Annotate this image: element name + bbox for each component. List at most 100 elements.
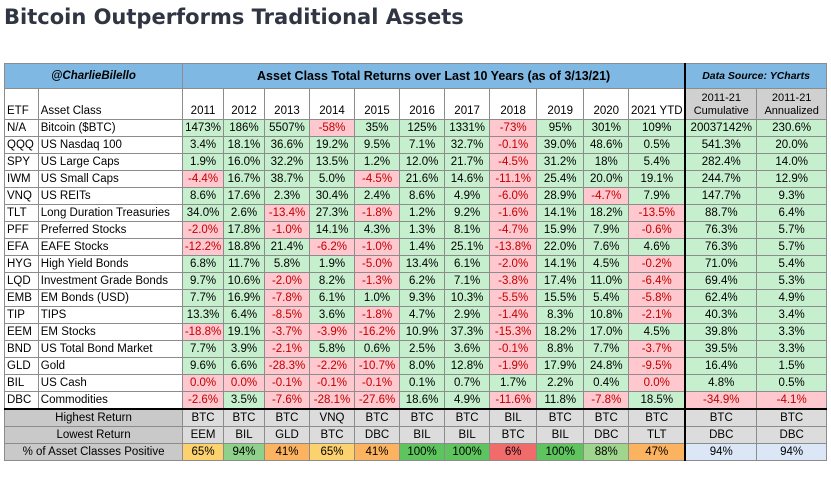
return-cell: 10.6% (223, 272, 265, 290)
return-cell: 3.9% (223, 340, 265, 358)
return-cell: 14.6% (444, 170, 491, 188)
return-cell: 2.4% (354, 187, 401, 205)
return-cell: 3.4% (182, 136, 225, 154)
return-cell: 125% (399, 119, 446, 137)
return-cell: 4.7% (399, 306, 446, 324)
cumulative-return-cell: 39.5% (684, 340, 758, 358)
annualized-return-cell: 5.7% (756, 238, 827, 256)
summary-cell: 100% (536, 443, 585, 461)
summary-cumulative-cell: DBC (684, 426, 758, 444)
asset-class-name: US Cash (37, 374, 184, 392)
asset-class-name: High Yield Bonds (37, 255, 184, 273)
annualized-return-cell: 5.4% (756, 255, 827, 273)
etf-ticker: EFA (4, 238, 39, 256)
return-cell: 20.0% (583, 170, 630, 188)
return-cell: 14.1% (536, 204, 585, 222)
annualized-return-cell: 5.7% (756, 221, 827, 239)
return-cell: 95% (536, 119, 585, 137)
return-cell: 0.4% (583, 374, 630, 392)
return-cell: 9.5% (354, 136, 401, 154)
asset-class-name: TIPS (37, 306, 184, 324)
return-cell: 25.1% (444, 238, 491, 256)
return-cell: 1.3% (399, 221, 446, 239)
asset-class-name: Preferred Stocks (37, 221, 184, 239)
return-cell: -28.1% (308, 391, 356, 410)
return-cell: 6.6% (223, 357, 265, 375)
return-cell: 18.5% (628, 391, 686, 410)
summary-cell: 100% (444, 443, 491, 461)
summary-row-lowest: Lowest Return EEM BIL GLD BTC DBC BIL BIL BTC BIL… (3, 426, 827, 444)
return-cell: 8.2% (308, 272, 356, 290)
header-year: 2015 (354, 88, 401, 120)
return-cell: -0.1% (354, 374, 401, 392)
return-cell: 11.0% (583, 272, 630, 290)
return-cell: 0.7% (444, 374, 491, 392)
return-cell: 17.6% (223, 187, 265, 205)
return-cell: 9.6% (182, 357, 225, 375)
return-cell: 11.7% (223, 255, 265, 273)
return-cell: 25.4% (536, 170, 585, 188)
return-cell: 6.1% (444, 255, 491, 273)
asset-class-name: Bitcoin ($BTC) (37, 119, 184, 137)
return-cell: 38.7% (263, 170, 310, 188)
table-row: IWM US Small Caps -4.4% 16.7% 38.7% 5.0% -4.5%… (4, 170, 827, 188)
return-cell: 4.3% (354, 221, 401, 239)
header-cumulative: 2011-21 Cumulative (684, 88, 758, 120)
return-cell: 0.6% (354, 340, 401, 358)
etf-ticker: HYG (4, 255, 39, 273)
return-cell: 1473% (182, 119, 225, 137)
table-row: DBC Commodities -2.6% 3.5% -7.6% -28.1% -27.6%… (4, 391, 827, 410)
asset-class-name: Long Duration Treasuries (37, 204, 184, 222)
return-cell: 8.1% (444, 221, 491, 239)
return-cell: 4.6% (628, 238, 686, 256)
annualized-return-cell: 1.5% (756, 357, 827, 375)
return-cell: -4.4% (182, 170, 225, 188)
return-cell: -58% (308, 119, 356, 137)
return-cell: 19.1% (223, 323, 265, 341)
return-cell: 0.5% (628, 136, 686, 154)
summary-cell: BTC (263, 408, 310, 427)
return-cell: 35% (354, 119, 401, 137)
cumulative-return-cell: 39.8% (684, 323, 758, 341)
return-cell: 13.4% (399, 255, 446, 273)
return-cell: 0.0% (182, 374, 225, 392)
return-cell: -1.9% (489, 357, 538, 375)
summary-cell: 47% (628, 443, 686, 461)
return-cell: -5.5% (489, 289, 538, 307)
summary-row-positive: % of Asset Classes Positive 65% 94% 41% 65% 4… (3, 443, 827, 461)
summary-label: Highest Return (3, 408, 184, 427)
etf-ticker: PFF (4, 221, 39, 239)
return-cell: 18% (583, 153, 630, 171)
summary-cell: EEM (182, 426, 225, 444)
table-row: VNQ US REITs 8.6% 17.6% 2.3% 30.4% 2.4% 8.6% 4.9… (4, 187, 827, 205)
return-cell: 12.0% (399, 153, 446, 171)
return-cell: 13.5% (308, 153, 356, 171)
cumulative-return-cell: 88.7% (684, 204, 758, 222)
return-cell: -18.8% (182, 323, 225, 341)
summary-cell: BTC (223, 408, 265, 427)
table-row: EEM EM Stocks -18.8% 19.1% -3.7% -3.9% -16.2% 1… (4, 323, 827, 341)
return-cell: -11.6% (489, 391, 538, 410)
cumulative-return-cell: 62.4% (684, 289, 758, 307)
summary-cell: TLT (628, 426, 686, 444)
return-cell: -2.2% (308, 357, 356, 375)
title-row: @CharlieBilello Asset Class Total Return… (3, 63, 828, 89)
return-cell: -9.5% (628, 357, 686, 375)
summary-cell: BIL (536, 426, 585, 444)
return-cell: -6.0% (489, 187, 538, 205)
annualized-return-cell: 4.9% (756, 289, 827, 307)
return-cell: 21.4% (263, 238, 310, 256)
return-cell: 18.1% (223, 136, 265, 154)
return-cell: 5.4% (583, 289, 630, 307)
summary-cell: GLD (263, 426, 310, 444)
return-cell: 2.2% (536, 374, 585, 392)
return-cell: 30.4% (308, 187, 356, 205)
return-cell: 19.1% (628, 170, 686, 188)
return-cell: -3.7% (263, 323, 310, 341)
return-cell: 17.4% (536, 272, 585, 290)
return-cell: -1.0% (263, 221, 310, 239)
return-cell: 1.9% (182, 153, 225, 171)
return-cell: 7.1% (399, 136, 446, 154)
header-year: 2014 (308, 88, 356, 120)
header-year: 2012 (223, 88, 265, 120)
